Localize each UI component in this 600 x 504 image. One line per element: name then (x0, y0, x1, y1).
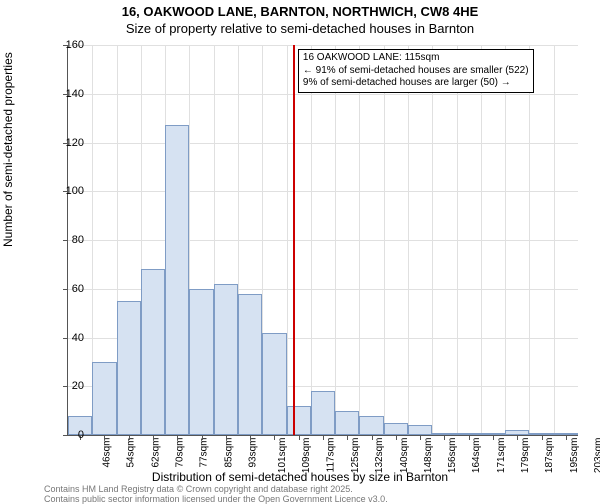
xtick-mark (177, 435, 178, 440)
xtick-label: 54sqm (126, 438, 137, 468)
histogram-bar (359, 416, 383, 436)
histogram-bar (141, 269, 165, 435)
gridline-v (287, 45, 288, 435)
xtick-mark (202, 435, 203, 440)
gridline-v (311, 45, 312, 435)
xtick-mark (444, 435, 445, 440)
ytick-label: 80 (24, 234, 84, 246)
histogram-bar (189, 289, 213, 435)
xtick-label: 171sqm (496, 438, 507, 474)
annotation-line-2: ← 91% of semi-detached houses are smalle… (303, 65, 529, 78)
xtick-mark (274, 435, 275, 440)
xtick-label: 187sqm (544, 438, 555, 474)
xtick-mark (323, 435, 324, 440)
histogram-bar (287, 406, 311, 435)
xtick-mark (566, 435, 567, 440)
ytick-label: 120 (24, 137, 84, 149)
xtick-label: 93sqm (247, 438, 258, 468)
xtick-label: 117sqm (325, 438, 336, 473)
xtick-label: 164sqm (472, 438, 483, 474)
gridline-v (359, 45, 360, 435)
xtick-mark (396, 435, 397, 440)
xtick-mark (153, 435, 154, 440)
property-size-chart: 16, OAKWOOD LANE, BARNTON, NORTHWICH, CW… (0, 0, 600, 500)
ytick-label: 60 (24, 283, 84, 295)
xtick-mark (250, 435, 251, 440)
chart-title-2: Size of property relative to semi-detach… (0, 21, 600, 36)
ytick-label: 160 (24, 39, 84, 51)
histogram-bar (262, 333, 286, 435)
x-axis-label: Distribution of semi-detached houses by … (0, 470, 600, 484)
gridline-v (408, 45, 409, 435)
histogram-bar (214, 284, 238, 435)
xtick-mark (420, 435, 421, 440)
ytick-label: 40 (24, 332, 84, 344)
xtick-label: 85sqm (223, 438, 234, 468)
gridline-v (335, 45, 336, 435)
xtick-label: 179sqm (520, 438, 531, 474)
xtick-mark (347, 435, 348, 440)
xtick-label: 109sqm (302, 438, 313, 474)
gridline-v (457, 45, 458, 435)
chart-title-1: 16, OAKWOOD LANE, BARNTON, NORTHWICH, CW… (0, 4, 600, 19)
histogram-bar (117, 301, 141, 435)
xtick-mark (372, 435, 373, 440)
annotation-line-1: 16 OAKWOOD LANE: 115sqm (303, 52, 529, 65)
histogram-bar (408, 425, 432, 435)
histogram-bar (165, 125, 189, 435)
xtick-mark (469, 435, 470, 440)
footer-1: Contains HM Land Registry data © Crown c… (44, 484, 353, 494)
annotation-line-3: 9% of semi-detached houses are larger (5… (303, 77, 529, 90)
xtick-mark (226, 435, 227, 440)
gridline-v (505, 45, 506, 435)
xtick-mark (129, 435, 130, 440)
marker-line (293, 45, 295, 435)
gridline-v (384, 45, 385, 435)
y-axis-label: Number of semi-detached properties (1, 52, 15, 247)
xtick-label: 132sqm (374, 438, 385, 474)
xtick-label: 148sqm (423, 438, 434, 474)
gridline-h (68, 191, 578, 192)
ytick-label: 140 (24, 88, 84, 100)
xtick-mark (517, 435, 518, 440)
gridline-v (481, 45, 482, 435)
xtick-mark (104, 435, 105, 440)
gridline-v (529, 45, 530, 435)
xtick-label: 101sqm (277, 438, 288, 474)
gridline-h (68, 143, 578, 144)
xtick-label: 125sqm (350, 438, 361, 474)
gridline-v (432, 45, 433, 435)
xtick-label: 156sqm (447, 438, 458, 474)
xtick-label: 195sqm (569, 438, 580, 474)
gridline-h (68, 240, 578, 241)
xtick-label: 62sqm (150, 438, 161, 468)
xtick-mark (493, 435, 494, 440)
xtick-label: 203sqm (593, 438, 600, 474)
footer-2: Contains public sector information licen… (44, 494, 388, 504)
histogram-bar (238, 294, 262, 435)
annotation-box: 16 OAKWOOD LANE: 115sqm← 91% of semi-det… (298, 49, 534, 93)
gridline-v (554, 45, 555, 435)
histogram-bar (384, 423, 408, 435)
ytick-label: 0 (24, 429, 84, 441)
histogram-bar (335, 411, 359, 435)
ytick-label: 20 (24, 380, 84, 392)
histogram-bar (311, 391, 335, 435)
histogram-bar (92, 362, 116, 435)
xtick-label: 46sqm (102, 438, 113, 468)
xtick-label: 140sqm (399, 438, 410, 474)
gridline-h (68, 45, 578, 46)
xtick-label: 77sqm (199, 438, 210, 468)
xtick-label: 70sqm (175, 438, 186, 468)
plot-area: 46sqm54sqm62sqm70sqm77sqm85sqm93sqm101sq… (67, 45, 578, 436)
xtick-mark (542, 435, 543, 440)
ytick-label: 100 (24, 185, 84, 197)
xtick-mark (299, 435, 300, 440)
gridline-h (68, 94, 578, 95)
